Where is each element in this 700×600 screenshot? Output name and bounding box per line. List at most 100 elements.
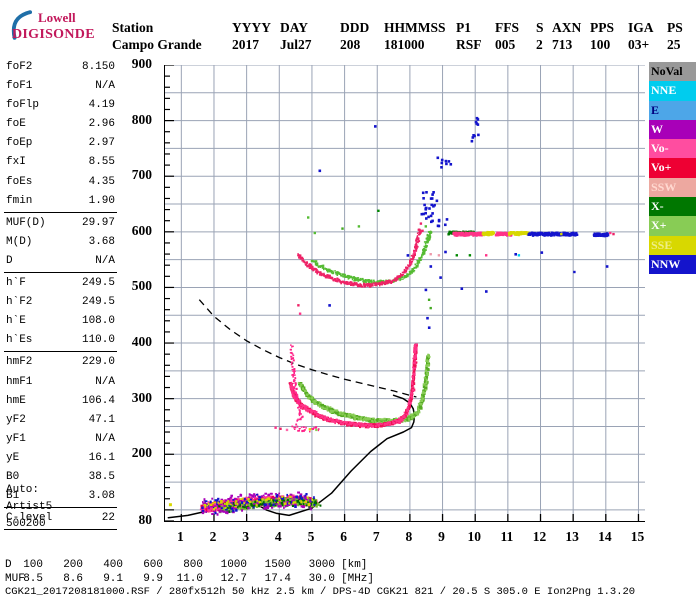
param-key: h`F2 xyxy=(6,296,33,309)
param-row: hmF1 N/A xyxy=(4,373,119,392)
param-group: C-level 22 xyxy=(4,508,119,529)
distance-label: D xyxy=(5,559,12,571)
param-value: N/A xyxy=(95,432,115,445)
edge-marker-sse xyxy=(168,503,172,507)
param-value: 3.68 xyxy=(88,235,115,248)
header-label-pps: PPS xyxy=(590,20,615,35)
param-row: h`F 249.5 xyxy=(4,274,119,293)
muf-value: 17.4 xyxy=(264,573,291,585)
param-row: yF2 47.1 xyxy=(4,411,119,430)
distance-value: 1000 xyxy=(220,559,247,571)
y-axis-tick-label: 200 xyxy=(131,445,152,461)
param-key: foE xyxy=(6,118,26,131)
param-key: foEp xyxy=(6,137,33,150)
header-label-ps: PS xyxy=(667,20,683,35)
header-value-ps: 25 xyxy=(667,37,681,52)
distance-value: 3000 xyxy=(308,559,335,571)
param-value: 108.0 xyxy=(81,315,115,328)
param-value: 4.19 xyxy=(88,99,115,112)
param-row: h`E 108.0 xyxy=(4,312,119,331)
multihop-o-trace xyxy=(297,228,422,288)
muf-label: MUF xyxy=(5,573,25,585)
param-group: foF2 8.150 foF1 N/A foFlp 4.19 foE 2.96 foEp 2.97… xyxy=(4,57,119,212)
param-divider xyxy=(4,272,117,274)
header-value-ddd: 208 xyxy=(340,37,361,52)
param-key: yF1 xyxy=(6,432,26,445)
param-value: 106.4 xyxy=(81,394,115,407)
y-axis-tick-label: 700 xyxy=(131,167,152,183)
y-axis-tick-label: 500 xyxy=(131,278,152,294)
param-value: 249.5 xyxy=(81,277,115,290)
x-axis-tick-label: 11 xyxy=(500,529,514,544)
muf-unit: [MHz] xyxy=(341,573,375,585)
x-axis-tick-label: 14 xyxy=(598,529,612,544)
distance-value: 100 xyxy=(23,559,43,571)
auto-line: Artist5 xyxy=(6,501,53,513)
auto-line: 500200 xyxy=(6,518,46,530)
legend-item-vo-[interactable]: Vo+ xyxy=(649,158,696,178)
legend-item-nnw[interactable]: NNW xyxy=(649,254,696,275)
legend-item-vo-[interactable]: Vo- xyxy=(649,139,696,159)
muf-value: 8.5 xyxy=(23,573,43,585)
spread-f-spur xyxy=(289,344,320,433)
param-value: 16.1 xyxy=(88,451,115,464)
y-axis-tick-label: 800 xyxy=(131,111,152,127)
legend-item-x-[interactable]: X+ xyxy=(649,216,696,236)
param-row: foEs 4.35 xyxy=(4,173,119,192)
header-value-day: Jul27 xyxy=(280,37,312,52)
param-row: M(D) 3.68 xyxy=(4,233,119,252)
param-key: fmin xyxy=(6,194,33,207)
param-row: C-level 22 xyxy=(4,509,119,528)
y-axis-tick-label: 900 xyxy=(131,56,152,71)
distance-value: 800 xyxy=(183,559,203,571)
param-value: 2.97 xyxy=(88,137,115,150)
source-file-info: CGK21_2017208181000.RSF / 280fx512h 50 k… xyxy=(5,586,636,598)
param-row: hmF2 229.0 xyxy=(4,353,119,372)
x-axis-tick-label: 15 xyxy=(630,529,645,544)
x-axis-tick-label: 6 xyxy=(340,529,347,544)
param-key: yE xyxy=(6,451,20,464)
x-axis-tick-label: 1 xyxy=(176,529,184,544)
x-axis-tick-label: 12 xyxy=(532,529,547,544)
legend-item-nne[interactable]: NNE xyxy=(649,81,696,101)
header-label-hhmmss: HHMMSS xyxy=(384,20,446,35)
param-value: 47.1 xyxy=(88,413,115,426)
legend-item-x-[interactable]: X- xyxy=(649,197,696,217)
legend-item-w[interactable]: W xyxy=(649,119,696,140)
auto-line: Auto: xyxy=(6,484,40,496)
ionospheric-parameters-table: foF2 8.150 foF1 N/A foFlp 4.19 foE 2.96 foEp 2.97… xyxy=(4,57,119,531)
param-row: foEp 2.97 xyxy=(4,134,119,153)
y-axis-labels: 900 800 700 600 500 400 300 200 80 xyxy=(0,56,160,527)
header-label-iga: IGA xyxy=(628,20,654,35)
header-label-yyyy: YYYY xyxy=(232,20,271,35)
x-axis-tick-label: 5 xyxy=(307,529,315,544)
legend-item-sse[interactable]: SSE xyxy=(649,235,696,255)
legend-item-ssw[interactable]: SSW xyxy=(649,177,696,198)
header-value-ffs: 005 xyxy=(495,37,516,52)
y-axis-tick-label: 300 xyxy=(131,389,152,405)
param-row: foE 2.96 xyxy=(4,115,119,134)
param-value: N/A xyxy=(95,375,115,388)
param-row: MUF(D) 29.97 xyxy=(4,214,119,233)
header-value-yyyy: 2017 xyxy=(232,37,259,52)
header-value-station: Campo Grande xyxy=(112,37,202,52)
legend-item-e[interactable]: E xyxy=(649,100,696,120)
param-row: h`Es 110.0 xyxy=(4,331,119,350)
x-axis-tick-label: 2 xyxy=(209,529,217,544)
param-key: foF2 xyxy=(6,61,33,73)
param-divider xyxy=(4,529,117,531)
param-key: h`Es xyxy=(6,334,33,347)
param-value: 29.97 xyxy=(81,216,115,229)
header-value-iga: 03+ xyxy=(628,37,650,52)
param-divider xyxy=(4,211,117,213)
param-row: foFlp 4.19 xyxy=(4,96,119,115)
header-value-pps: 100 xyxy=(590,37,611,52)
polarization-direction-legend: NoVal NNE E W Vo- Vo+ SSW X- X+ SSE NNW xyxy=(649,62,696,275)
param-value: 8.150 xyxy=(81,61,115,73)
distance-value: 400 xyxy=(103,559,123,571)
legend-item-noval[interactable]: NoVal xyxy=(649,62,696,82)
muf-value: 12.7 xyxy=(220,573,247,585)
muf-value: 11.0 xyxy=(176,573,203,585)
lowell-digisonde-logo: Lowell DIGISONDE xyxy=(8,8,118,52)
y-axis-tick-label: 600 xyxy=(131,222,152,238)
